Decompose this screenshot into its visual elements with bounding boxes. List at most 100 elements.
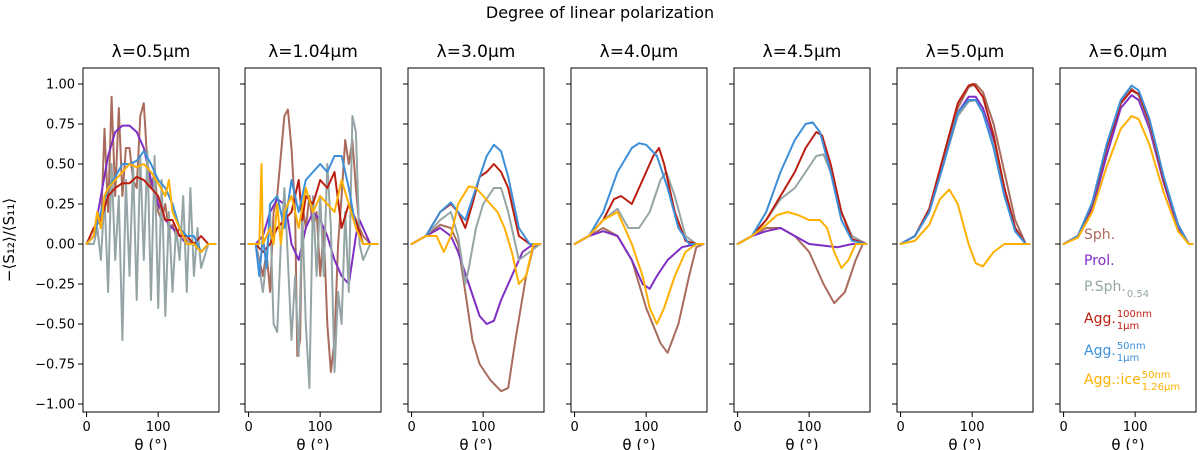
series-line-psph — [899, 99, 1031, 245]
x-tick-label: 0 — [570, 420, 578, 435]
series-line-agg50 — [899, 99, 1031, 245]
axes-frame — [570, 67, 708, 413]
y-axis-label: −⟨S₁₂⟩/⟨S₁₁⟩ — [0, 198, 18, 282]
series-line-sph — [410, 223, 542, 393]
series-line-agg50 — [247, 155, 379, 277]
series-line-prol — [573, 230, 705, 290]
series-line-psph — [85, 150, 217, 341]
x-tick-label: 0 — [244, 420, 252, 435]
axes-frame — [1059, 67, 1197, 413]
x-tick-label: 100 — [797, 420, 822, 435]
y-tick-label: −0.25 — [35, 278, 75, 293]
legend-entry-sph: Sph. — [1084, 227, 1115, 243]
x-axis-label: θ (°) — [1111, 436, 1144, 450]
panel-title: λ=6.0μm — [1089, 42, 1168, 62]
x-tick-label: 0 — [82, 420, 90, 435]
series-line-sph — [1062, 87, 1194, 245]
series-line-sph — [573, 227, 705, 354]
legend-superscript: 50nm — [1142, 370, 1171, 381]
figure-title: Degree of linear polarization — [486, 3, 714, 22]
panel-title: λ=4.5μm — [763, 42, 842, 62]
legend-entry-prol: Prol. — [1084, 253, 1115, 269]
series-line-prol — [899, 95, 1031, 245]
y-tick-label: 0.75 — [46, 118, 75, 133]
legend-superscript: 100nm — [1117, 309, 1152, 320]
axes-frame — [244, 67, 382, 413]
series-group — [410, 143, 542, 393]
legend-superscript: 50nm — [1117, 341, 1146, 352]
x-tick-label: 0 — [1059, 420, 1067, 435]
x-tick-label: 100 — [1123, 420, 1148, 435]
series-group — [899, 83, 1031, 268]
x-axis-label: θ (°) — [134, 436, 167, 450]
y-tick-label: 0.00 — [46, 238, 75, 253]
series-line-aggice — [1062, 115, 1194, 245]
series-line-agg50 — [573, 142, 705, 245]
series-line-agg50 — [1062, 84, 1194, 245]
series-group — [1062, 84, 1194, 245]
y-tick-label: 0.25 — [46, 198, 75, 213]
panel-title: λ=1.04μm — [268, 42, 358, 62]
panel-title: λ=3.0μm — [437, 42, 516, 62]
panel-title: λ=4.0μm — [600, 42, 679, 62]
panel-title: λ=5.0μm — [926, 42, 1005, 62]
x-axis-label: θ (°) — [296, 436, 329, 450]
series-line-psph — [247, 115, 379, 389]
series-line-prol — [1062, 94, 1194, 245]
legend-subscript: 0.54 — [1127, 289, 1149, 300]
legend-entry-agg100: Agg. — [1084, 311, 1116, 327]
x-tick-label: 0 — [896, 420, 904, 435]
x-tick-label: 100 — [960, 420, 985, 435]
x-tick-label: 100 — [634, 420, 659, 435]
series-line-aggice — [899, 188, 1031, 268]
series-line-prol — [736, 227, 868, 249]
series-line-aggice — [247, 163, 379, 245]
series-group — [736, 121, 868, 305]
y-tick-label: 0.50 — [46, 158, 75, 173]
legend-entry-agg50: Agg. — [1084, 343, 1116, 359]
series-group — [573, 142, 705, 354]
series-line-aggice — [85, 163, 217, 253]
series-group — [85, 95, 217, 341]
x-axis-label: θ (°) — [622, 436, 655, 450]
x-tick-label: 0 — [733, 420, 741, 435]
y-axis-label-group: −⟨S₁₂⟩/⟨S₁₁⟩ — [0, 198, 18, 282]
x-axis-label: θ (°) — [459, 436, 492, 450]
axes-frame — [896, 67, 1034, 413]
legend-subscript: 1.26μm — [1142, 382, 1180, 393]
series-line-aggice — [736, 211, 868, 269]
x-tick-label: 100 — [146, 420, 171, 435]
legend-entry-psph: P.Sph. — [1084, 279, 1126, 295]
series-line-aggice — [410, 185, 542, 285]
x-axis-label: θ (°) — [785, 436, 818, 450]
x-axis-label: θ (°) — [948, 436, 981, 450]
series-group — [247, 108, 379, 389]
series-line-sph — [736, 227, 868, 305]
x-tick-label: 100 — [471, 420, 496, 435]
y-tick-label: 1.00 — [46, 78, 75, 93]
axes-frame — [733, 67, 871, 413]
axes-frame — [82, 67, 220, 413]
panel-title: λ=0.5μm — [112, 42, 191, 62]
x-tick-label: 0 — [407, 420, 415, 435]
legend-subscript: 1μm — [1117, 353, 1139, 364]
series-line-agg50 — [736, 121, 868, 245]
x-tick-label: 100 — [308, 420, 333, 435]
series-line-aggice — [573, 211, 705, 325]
legend-subscript: 1μm — [1117, 321, 1139, 332]
series-line-psph — [410, 187, 542, 285]
series-line-psph — [1062, 89, 1194, 245]
y-tick-label: −1.00 — [35, 398, 75, 413]
y-tick-label: −0.75 — [35, 358, 75, 373]
series-line-agg100 — [1062, 89, 1194, 245]
